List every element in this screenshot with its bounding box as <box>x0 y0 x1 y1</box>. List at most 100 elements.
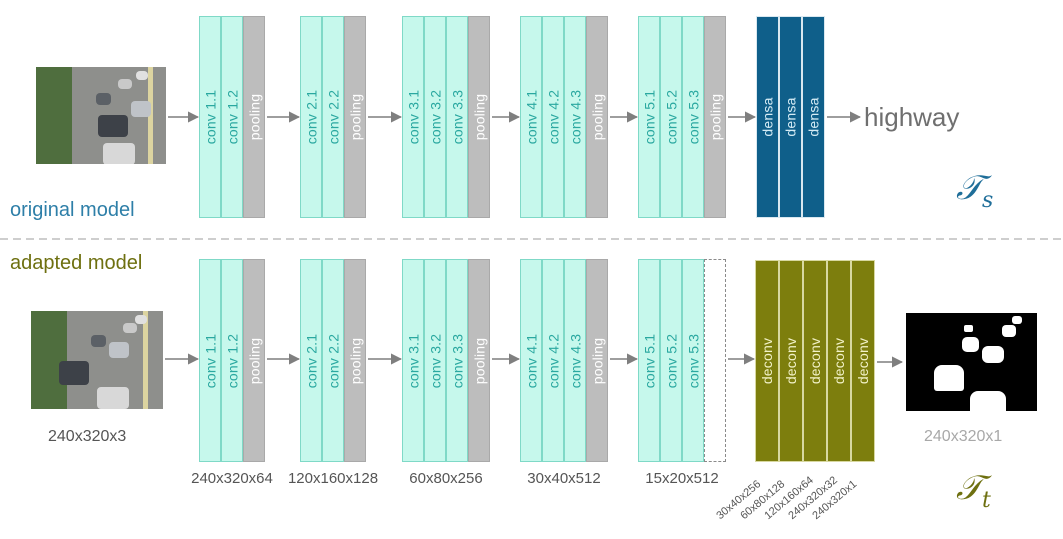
bottom-conv-block: conv 2.1 <box>300 259 322 462</box>
deconv-block-label: deconv <box>807 337 824 385</box>
math-symbol-target-sub: t <box>982 487 991 513</box>
bottom-conv-block-label: conv 5.2 <box>663 333 679 388</box>
top-pooling-block: pooling <box>344 16 366 218</box>
math-symbol-target: 𝒯t <box>956 468 991 513</box>
bottom-conv-block: conv 4.2 <box>542 259 564 462</box>
top-conv-block: conv 4.2 <box>542 16 564 218</box>
bottom-pooling-block-label: pooling <box>471 337 487 384</box>
bottom-conv-block-label: conv 4.3 <box>567 333 583 388</box>
top-conv-block-label: conv 4.2 <box>545 89 561 145</box>
bottom-conv-block-label: conv 5.1 <box>641 333 657 388</box>
bottom-conv-block: conv 3.1 <box>402 259 424 462</box>
top-pooling-block: pooling <box>468 16 490 218</box>
deconv-block-label: deconv <box>831 337 848 385</box>
deconv-block-label: deconv <box>783 337 800 385</box>
input-dims-label: 240x320x3 <box>48 428 127 445</box>
top-pooling-block-label: pooling <box>347 93 363 141</box>
bottom-pooling-block: pooling <box>243 259 265 462</box>
bottom-conv-block-label: conv 1.1 <box>202 333 218 388</box>
output-mask-image <box>906 313 1037 411</box>
bottom-pooling-block-label: pooling <box>246 337 262 384</box>
bottom-conv-block: conv 5.1 <box>638 259 660 462</box>
top-conv-block-label: conv 5.2 <box>663 89 679 145</box>
input-image-top <box>36 67 166 164</box>
bottom-conv-block: conv 5.3 <box>682 259 704 462</box>
top-conv-block-label: conv 1.1 <box>202 89 218 145</box>
top-conv-block-label: conv 2.2 <box>325 89 341 145</box>
bottom-conv-block: conv 4.3 <box>564 259 586 462</box>
original-model-label: original model <box>10 199 135 221</box>
top-conv-block-label: conv 3.2 <box>427 89 443 145</box>
deconv-block: deconv <box>755 260 779 462</box>
bottom-pooling-block-label: pooling <box>589 337 605 384</box>
top-conv-block: conv 2.2 <box>322 16 344 218</box>
bottom-conv-block: conv 1.1 <box>199 259 221 462</box>
math-symbol-source-sub: s <box>982 187 994 213</box>
top-pooling-block: pooling <box>704 16 726 218</box>
feature-dims-label: 30x40x512 <box>527 470 601 487</box>
top-conv-block: conv 1.2 <box>221 16 243 218</box>
bottom-pooling-block-label: pooling <box>347 337 363 384</box>
deconv-block: deconv <box>827 260 851 462</box>
dense-block-label: densa <box>805 97 822 137</box>
deconv-block-label: deconv <box>759 337 776 385</box>
bottom-conv-block-label: conv 1.2 <box>224 333 240 388</box>
bottom-pooling-block: pooling <box>586 259 608 462</box>
dense-block: densa <box>802 16 825 218</box>
bottom-conv-block-label: conv 3.1 <box>405 333 421 388</box>
bottom-conv-block-label: conv 3.3 <box>449 333 465 388</box>
bottom-conv-block-label: conv 5.3 <box>685 333 701 388</box>
top-conv-block-label: conv 5.3 <box>685 89 701 145</box>
top-conv-block-label: conv 3.3 <box>449 89 465 145</box>
feature-dims-label: 15x20x512 <box>645 470 719 487</box>
top-conv-block: conv 5.3 <box>682 16 704 218</box>
top-conv-block-label: conv 4.3 <box>567 89 583 145</box>
dense-block-label: densa <box>759 97 776 137</box>
top-conv-block-label: conv 5.1 <box>641 89 657 145</box>
math-symbol-source: 𝒯s <box>956 168 993 213</box>
top-pooling-block-label: pooling <box>707 93 723 141</box>
top-conv-block: conv 1.1 <box>199 16 221 218</box>
bottom-conv-block: conv 4.1 <box>520 259 542 462</box>
top-conv-block: conv 3.2 <box>424 16 446 218</box>
top-conv-block: conv 2.1 <box>300 16 322 218</box>
deconv-block: deconv <box>779 260 803 462</box>
bottom-conv-block: conv 5.2 <box>660 259 682 462</box>
top-conv-block-label: conv 4.1 <box>523 89 539 145</box>
bottom-removed-pooling-block <box>704 259 726 462</box>
bottom-pooling-block: pooling <box>344 259 366 462</box>
dense-block: densa <box>756 16 779 218</box>
math-symbol-target-main: 𝒯 <box>956 468 983 508</box>
bottom-conv-block-label: conv 2.1 <box>303 333 319 388</box>
feature-dims-label: 120x160x128 <box>287 470 379 487</box>
bottom-conv-block-label: conv 3.2 <box>427 333 443 388</box>
output-class-label: highway <box>864 102 960 132</box>
bottom-conv-block: conv 2.2 <box>322 259 344 462</box>
bottom-conv-block-label: conv 4.1 <box>523 333 539 388</box>
math-symbol-source-main: 𝒯 <box>956 168 983 208</box>
top-conv-block-label: conv 1.2 <box>224 89 240 145</box>
bottom-conv-block: conv 1.2 <box>221 259 243 462</box>
top-conv-block-label: conv 2.1 <box>303 89 319 145</box>
dense-block: densa <box>779 16 802 218</box>
bottom-pooling-block: pooling <box>468 259 490 462</box>
top-conv-block: conv 5.1 <box>638 16 660 218</box>
bottom-conv-block-label: conv 4.2 <box>545 333 561 388</box>
bottom-conv-block: conv 3.2 <box>424 259 446 462</box>
adapted-model-label: adapted model <box>10 252 143 274</box>
top-conv-block: conv 4.1 <box>520 16 542 218</box>
top-pooling-block-label: pooling <box>589 93 605 141</box>
top-conv-block: conv 4.3 <box>564 16 586 218</box>
output-dims-label: 240x320x1 <box>924 428 1003 445</box>
dense-block-label: densa <box>782 97 799 137</box>
input-image-bottom <box>31 311 163 409</box>
deconv-block-label: deconv <box>855 337 872 385</box>
top-pooling-block: pooling <box>586 16 608 218</box>
top-conv-block: conv 5.2 <box>660 16 682 218</box>
top-conv-block: conv 3.3 <box>446 16 468 218</box>
deconv-block: deconv <box>803 260 827 462</box>
deconv-block: deconv <box>851 260 875 462</box>
feature-dims-label: 240x320x64 <box>191 470 273 487</box>
